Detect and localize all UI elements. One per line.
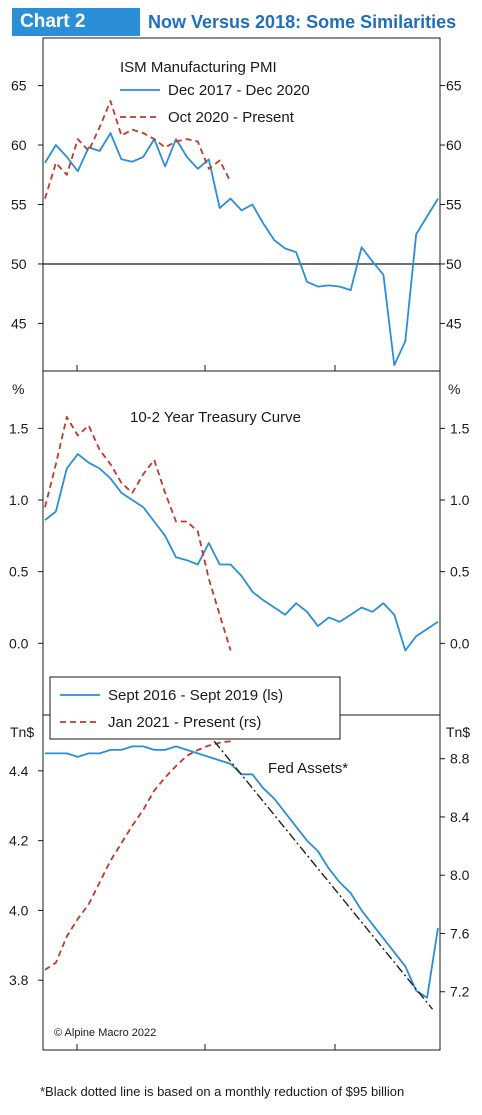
fed-series-0-line <box>45 745 439 999</box>
legend-box <box>49 676 341 740</box>
curve-right-tick-label-0: 0.0 <box>450 635 470 651</box>
curve-right-tick-label-3: 1.5 <box>450 420 470 436</box>
curve-legend-label-0: Sept 2016 - Sept 2019 (ls) <box>108 687 283 704</box>
curve-right-tick-label-2: 1.0 <box>450 492 470 508</box>
copyright-credit: © Alpine Macro 2022 <box>54 1027 156 1039</box>
pmi-right-tick-label-1: 50 <box>446 256 462 272</box>
fed-left-unit-label: Tn$ <box>10 724 34 740</box>
curve-left-unit-label: % <box>12 381 24 397</box>
pmi-right-tick-label-4: 65 <box>446 78 462 94</box>
pmi-series-1-line <box>44 100 232 199</box>
chart-header: Chart 2 Now Versus 2018: Some Similariti… <box>12 6 476 36</box>
curve-left-tick-label-1: 0.5 <box>9 564 29 580</box>
curve-left-tick-label-0: 0.0 <box>9 635 29 651</box>
pmi-left-tick-label-0: 45 <box>11 315 27 331</box>
pmi-right-tick-label-3: 60 <box>446 137 462 153</box>
fed-right-tick-label-4: 8.8 <box>450 751 470 767</box>
chart-title: Now Versus 2018: Some Similarities <box>148 12 457 32</box>
fed-right-tick-label-0: 7.2 <box>450 984 470 1000</box>
fed-right-unit-label: Tn$ <box>446 724 470 740</box>
fed-left-tick-label-2: 4.2 <box>9 833 29 849</box>
pmi-series-0-line <box>44 132 439 366</box>
fed-right-tick-label-3: 8.4 <box>450 809 470 825</box>
pmi-left-tick-label-4: 65 <box>11 78 27 94</box>
pmi-left-tick-label-2: 55 <box>11 197 27 213</box>
pmi-left-tick-label-3: 60 <box>11 137 27 153</box>
footnote: *Black dotted line is based on a monthly… <box>40 1084 405 1099</box>
fed-left-tick-label-3: 4.4 <box>9 763 29 779</box>
pmi-legend-label-0: Dec 2017 - Dec 2020 <box>168 82 310 99</box>
fed-right-tick-label-2: 8.0 <box>450 867 470 883</box>
pmi-left-tick-label-1: 50 <box>11 256 27 272</box>
curve-legend-label-1: Jan 2021 - Present (rs) <box>108 714 261 731</box>
fed-right-tick-label-1: 7.6 <box>450 925 470 941</box>
curve-left-tick-label-2: 1.0 <box>9 492 29 508</box>
fed-series-2-line <box>213 740 434 1010</box>
fed-left-tick-label-0: 3.8 <box>9 972 29 988</box>
pmi-right-tick-label-0: 45 <box>446 315 462 331</box>
chart-number-badge: Chart 2 <box>12 8 140 36</box>
pmi-right-tick-label-2: 55 <box>446 197 462 213</box>
curve-right-unit-label: % <box>448 381 460 397</box>
fed-panel-title: Fed Assets* <box>268 760 348 777</box>
curve-series-1-line <box>44 416 232 651</box>
pmi-panel-title: ISM Manufacturing PMI <box>120 59 277 76</box>
curve-series-0-line <box>44 453 439 652</box>
curve-left-tick-label-3: 1.5 <box>9 420 29 436</box>
pmi-legend-label-1: Oct 2020 - Present <box>168 109 295 126</box>
curve-right-tick-label-1: 0.5 <box>450 564 470 580</box>
curve-panel-title: 10-2 Year Treasury Curve <box>130 409 301 426</box>
fed-series-1-line <box>44 740 231 971</box>
panel-3-frame <box>42 714 441 1051</box>
fed-left-tick-label-1: 4.0 <box>9 902 29 918</box>
